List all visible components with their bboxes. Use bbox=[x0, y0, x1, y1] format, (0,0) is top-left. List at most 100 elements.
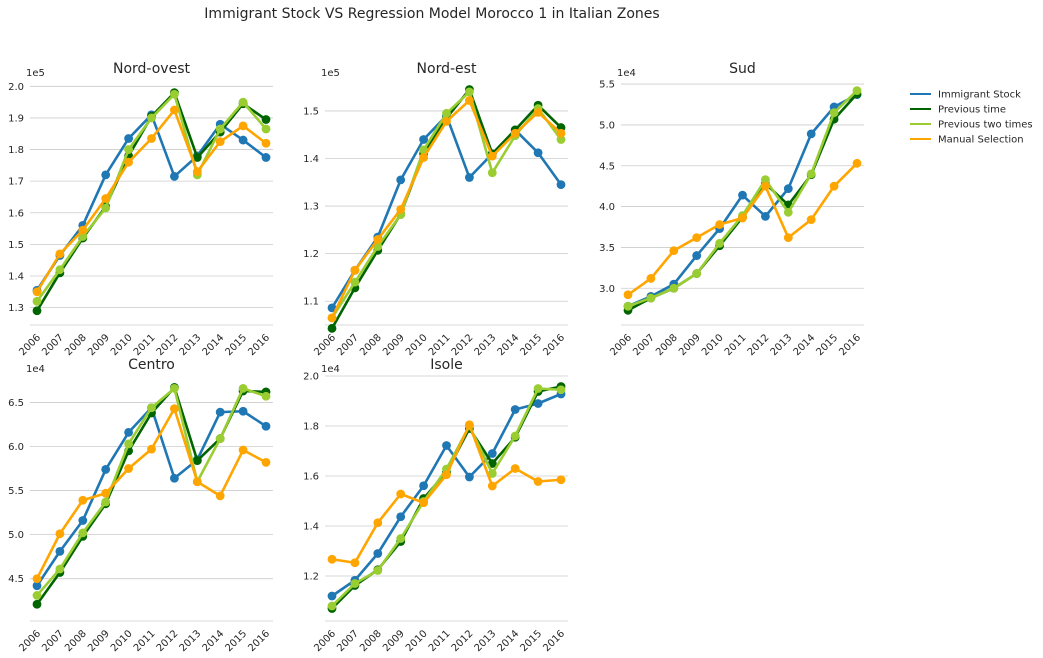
data-point bbox=[669, 246, 679, 256]
x-tick-label: 2009 bbox=[86, 628, 112, 654]
data-point bbox=[124, 439, 133, 449]
data-point bbox=[124, 134, 133, 143]
y-tick-label: 1.4 bbox=[303, 522, 319, 533]
subplots: Nord-ovest 1e5 1.3 1.4 1.5 1.6 1.7 1.8 1.9 2.0 200… bbox=[8, 61, 864, 654]
x-tick-label: 2014 bbox=[496, 628, 522, 654]
data-point bbox=[124, 464, 133, 473]
y-tick-label: 5.0 bbox=[8, 530, 24, 541]
x-tick-label: 2006 bbox=[608, 332, 634, 358]
data-point bbox=[465, 96, 474, 105]
data-point bbox=[556, 135, 566, 144]
y-tick-label: 5.0 bbox=[599, 120, 615, 131]
data-point bbox=[646, 293, 656, 303]
y-tick-label: 6.0 bbox=[8, 442, 24, 453]
data-point bbox=[761, 181, 770, 191]
x-tick-label: 2012 bbox=[155, 628, 181, 654]
x-tick-label: 2009 bbox=[677, 332, 703, 358]
data-point bbox=[101, 203, 111, 213]
data-point bbox=[852, 158, 862, 168]
data-point bbox=[192, 456, 202, 466]
x-tick-label: 2014 bbox=[201, 628, 227, 654]
x-tick-label: 2011 bbox=[723, 332, 749, 358]
y-tick-label: 1.6 bbox=[8, 208, 24, 219]
series-previous-time bbox=[32, 383, 271, 609]
y-tick-label: 1.7 bbox=[8, 177, 24, 188]
x-tick-label: 2011 bbox=[427, 628, 453, 654]
x-tick-label: 2016 bbox=[541, 628, 567, 654]
data-point bbox=[101, 465, 111, 474]
series-line bbox=[331, 392, 562, 598]
x-tick-label: 2010 bbox=[404, 628, 430, 654]
data-point bbox=[533, 107, 543, 117]
data-point bbox=[419, 153, 428, 162]
data-point bbox=[419, 498, 428, 508]
series-line bbox=[331, 387, 562, 607]
series-line bbox=[35, 386, 267, 606]
x-tick-label: 2010 bbox=[109, 332, 135, 358]
data-point bbox=[78, 495, 88, 505]
x-tick-label: 2007 bbox=[335, 628, 361, 654]
series-immigrant-stock bbox=[32, 403, 271, 591]
data-point bbox=[829, 181, 839, 191]
x-tick-label: 2013 bbox=[178, 332, 204, 358]
x-tick-label: 2010 bbox=[404, 332, 430, 358]
data-point bbox=[442, 470, 451, 480]
subplot-3: Centro 1e4 4.5 5.0 5.5 6.0 6.5 2006200720082009… bbox=[8, 357, 273, 654]
data-point bbox=[396, 175, 406, 185]
axis-exponent-label: 1e5 bbox=[26, 68, 45, 79]
data-point bbox=[101, 170, 111, 180]
y-tick-label: 1.5 bbox=[8, 240, 24, 251]
data-point bbox=[170, 172, 179, 181]
data-point bbox=[738, 190, 747, 200]
subplot-title: Nord-ovest bbox=[113, 61, 191, 77]
y-tick-label: 1.2 bbox=[303, 572, 319, 583]
data-point bbox=[350, 558, 360, 568]
data-point bbox=[124, 157, 133, 167]
data-point bbox=[32, 287, 42, 297]
data-point bbox=[170, 473, 179, 483]
x-tick-label: 2012 bbox=[450, 332, 476, 358]
series-manual-selection bbox=[327, 96, 566, 323]
y-tick-label: 1.6 bbox=[303, 472, 319, 483]
data-point bbox=[215, 434, 225, 443]
data-point bbox=[32, 581, 42, 591]
data-point bbox=[101, 497, 111, 507]
x-tick-label: 2016 bbox=[837, 332, 863, 358]
x-tick-label: 2011 bbox=[132, 628, 158, 654]
data-point bbox=[192, 167, 202, 177]
data-point bbox=[78, 528, 88, 538]
x-tick-label: 2015 bbox=[814, 332, 840, 358]
data-point bbox=[238, 406, 248, 416]
data-point bbox=[170, 89, 179, 99]
y-tick-label: 1.2 bbox=[303, 249, 319, 260]
data-point bbox=[761, 175, 770, 185]
data-point bbox=[806, 129, 816, 139]
y-tick-label: 4.5 bbox=[599, 161, 615, 172]
x-tick-label: 2010 bbox=[700, 332, 726, 358]
x-tick-label: 2016 bbox=[541, 332, 567, 358]
data-point bbox=[487, 151, 497, 161]
data-point bbox=[215, 124, 225, 134]
data-point bbox=[533, 399, 543, 408]
x-tick-label: 2009 bbox=[381, 628, 407, 654]
y-tick-label: 3.0 bbox=[599, 284, 615, 295]
x-tick-label: 2008 bbox=[654, 332, 680, 358]
series-previous-two-times bbox=[32, 89, 271, 306]
data-point bbox=[373, 566, 383, 575]
data-point bbox=[101, 194, 111, 203]
legend-label: Previous time bbox=[938, 105, 1006, 116]
series-manual-selection bbox=[623, 158, 862, 300]
data-point bbox=[487, 481, 497, 491]
data-point bbox=[261, 115, 271, 124]
y-tick-label: 1.8 bbox=[8, 145, 24, 156]
data-point bbox=[419, 135, 428, 144]
data-point bbox=[396, 204, 406, 214]
data-point bbox=[533, 148, 543, 158]
data-point bbox=[78, 225, 88, 235]
data-point bbox=[32, 296, 42, 306]
figure-title: Immigrant Stock VS Regression Model Moro… bbox=[204, 6, 659, 22]
data-point bbox=[215, 137, 225, 147]
legend-label: Previous two times bbox=[938, 120, 1033, 131]
y-tick-label: 3.5 bbox=[599, 243, 615, 254]
